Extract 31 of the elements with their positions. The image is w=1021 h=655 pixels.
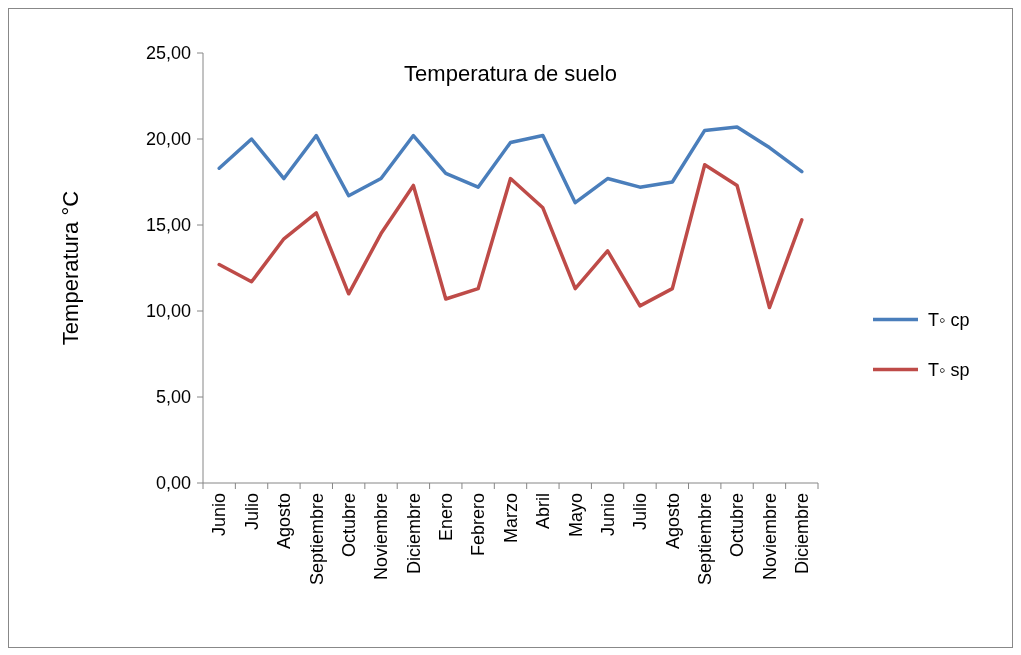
- x-tick-label: Diciembre: [792, 493, 813, 575]
- legend-label: T◦ cp: [928, 309, 970, 330]
- x-tick-label: Septiembre: [306, 493, 327, 586]
- y-tick-label: 5,00: [155, 387, 191, 408]
- y-tick-label: 15,00: [145, 215, 191, 236]
- y-tick-label: 25,00: [145, 43, 191, 64]
- line-series: [217, 125, 804, 205]
- x-tick-label: Agosto: [662, 493, 683, 550]
- y-tick-label: 20,00: [145, 129, 191, 150]
- y-axis-title: Temperatura °C: [58, 190, 83, 346]
- x-tick-label: Julio: [241, 493, 262, 531]
- x-tick-label: Agosto: [274, 493, 295, 550]
- legend-label: T◦ sp: [928, 359, 970, 380]
- x-tick-label: Enero: [436, 493, 457, 542]
- x-tick-label: Noviembre: [759, 493, 780, 581]
- x-tick-label: Septiembre: [695, 493, 716, 586]
- x-tick-label: Junio: [597, 493, 618, 537]
- x-tick-label: Diciembre: [403, 493, 424, 575]
- x-tick-label: Octubre: [727, 493, 748, 558]
- x-tick-label: Junio: [209, 493, 230, 537]
- x-tick-label: Octubre: [338, 493, 359, 558]
- x-tick-label: Mayo: [565, 493, 586, 538]
- chart-title: Temperatura de suelo: [404, 61, 617, 86]
- x-tick-label: Febrero: [468, 493, 489, 557]
- x-tick-label: Julio: [630, 493, 651, 531]
- x-tick-label: Noviembre: [371, 493, 392, 581]
- x-tick-label: Marzo: [500, 493, 521, 544]
- y-tick-label: 10,00: [145, 301, 191, 322]
- x-tick-label: Abril: [533, 493, 554, 530]
- y-tick-label: 0,00: [155, 473, 191, 494]
- line-series: [217, 163, 804, 310]
